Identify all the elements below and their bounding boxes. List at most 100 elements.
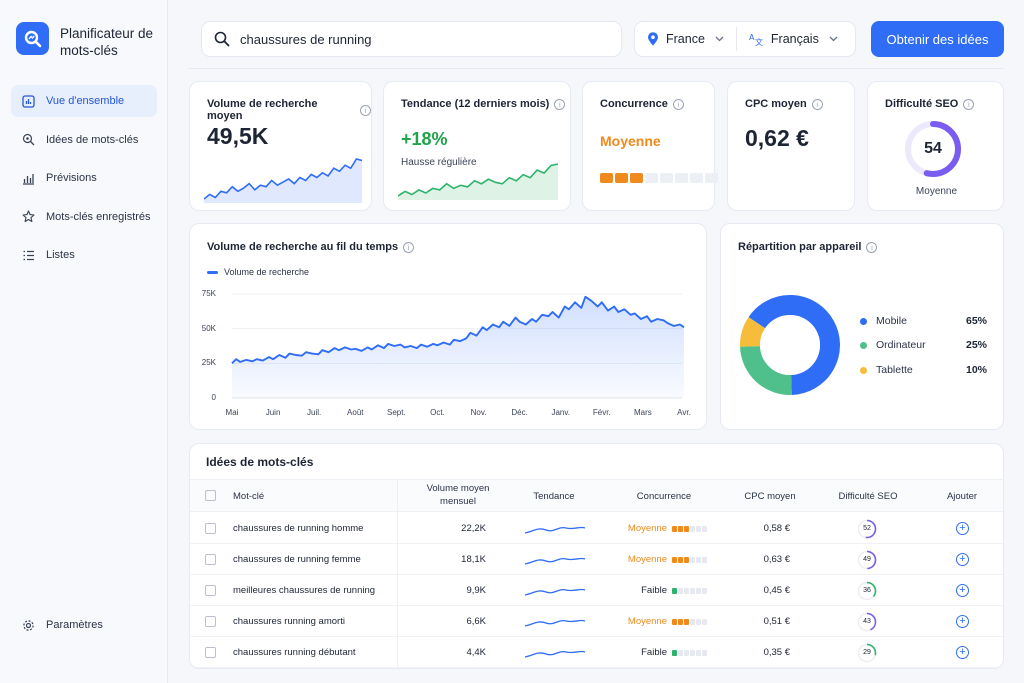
competition-segment [702,587,707,594]
competition-cell: Faible [641,647,667,658]
seo-value: 36 [863,587,871,594]
competition-segment [696,618,701,625]
add-keyword-button[interactable]: + [956,522,969,535]
select-all-checkbox[interactable] [205,490,216,501]
column-divider [397,479,398,668]
info-icon[interactable]: i [554,98,566,110]
sidebar-item-overview[interactable]: Vue d'ensemble [11,85,157,117]
header-seo[interactable]: Difficulté SEO [838,491,898,502]
keyword-ideas-table: Idées de mots-clés Mot-clé Volume moyen … [189,443,1004,669]
app-logo[interactable] [16,22,49,55]
list-icon [21,248,35,262]
seo-ring: 36 [857,581,877,601]
info-icon[interactable]: i [811,98,823,110]
header-trend[interactable]: Tendance [533,491,575,502]
row-checkbox[interactable] [205,585,216,596]
add-keyword-button[interactable]: + [956,584,969,597]
keyword-cell[interactable]: chaussures running débutant [233,647,356,658]
legend-dot-tablet [860,366,867,374]
kpi-trend-card: Tendance (12 derniers mois) i +18% Hausse… [383,81,571,211]
competition-segment [690,587,695,594]
volume-chart-legend: Volume de recherche [207,267,309,277]
row-checkbox[interactable] [205,616,216,627]
x-tick-label: Août [347,408,364,417]
trend-cell [524,606,586,637]
sidebar-item-saved-keywords[interactable]: Mots-clés enregistrés [11,201,157,233]
competition-segment [690,525,695,532]
row-checkbox[interactable] [205,523,216,534]
add-keyword-button[interactable]: + [956,553,969,566]
keyword-cell[interactable]: chaussures de running femme [233,554,361,565]
competition-segment [600,173,613,183]
country-select[interactable]: France [635,22,736,56]
competition-segment [684,556,689,563]
add-keyword-button[interactable]: + [956,615,969,628]
kpi-trend-title-row: Tendance (12 derniers mois) i [401,98,566,110]
sidebar-item-lists[interactable]: Listes [11,239,157,271]
seo-ring-gauge [857,550,877,569]
sidebar-item-forecasts[interactable]: Prévisions [11,162,157,194]
settings-link[interactable]: Paramètres [11,609,157,641]
volume-chart-title: Volume de recherche au fil du temps [207,241,399,253]
header-cpc[interactable]: CPC moyen [744,491,796,502]
donut-slice-desktop [740,345,792,395]
volume-line-chart [231,293,685,399]
table-row[interactable]: chaussures de running homme 22,2K Moyenn… [190,513,1003,544]
info-icon[interactable]: i [360,104,371,116]
x-tick-label: Juin [265,408,281,417]
info-icon[interactable]: i [403,241,415,253]
table-row[interactable]: chaussures running débutant 4,4K Faible … [190,637,1003,668]
header-competition[interactable]: Concurrence [636,491,692,502]
seo-ring: 43 [857,612,877,632]
kpi-volume-title: Volume de recherche moyen [207,98,318,122]
sidebar-item-label: Prévisions [46,172,97,185]
info-icon[interactable]: i [866,241,878,253]
legend-desktop: Ordinateur [860,339,926,351]
sidebar-item-settings[interactable]: Paramètres [11,609,157,648]
x-tick-label: Févr. [592,408,611,417]
seo-ring: 49 [857,550,877,570]
competition-cell: Moyenne [627,616,667,627]
y-tick-label: 25K [201,358,216,368]
x-tick-label: Mai [225,408,239,417]
header-add[interactable]: Ajouter [946,491,978,502]
header-keyword[interactable]: Mot-clé [233,491,265,502]
keyword-cell[interactable]: chaussures running amorti [233,616,345,627]
table-row[interactable]: chaussures running amorti 6,6K Moyenne 0… [190,606,1003,637]
add-keyword-button[interactable]: + [956,646,969,659]
volume-cell: 9,9K [466,585,486,596]
table-row[interactable]: meilleures chaussures de running 9,9K Fa… [190,575,1003,606]
cpc-cell: 0,63 € [763,554,790,565]
competition-segment [615,173,628,183]
legend-tablet-label: Tablette [876,364,913,376]
competition-meter [672,637,708,668]
get-ideas-button[interactable]: Obtenir des idées [871,21,1004,57]
competition-meter [672,606,708,637]
device-donut-chart [740,295,840,395]
competition-segment [690,618,695,625]
x-tick-label: Déc. [511,408,528,417]
sidebar-item-keyword-ideas[interactable]: Idées de mots-clés [11,124,157,156]
search-box[interactable] [201,21,622,57]
row-checkbox-cell [205,637,216,668]
header-volume[interactable]: Volume moyen mensuel [426,483,490,507]
competition-segment [672,587,677,594]
competition-segment [678,649,683,656]
keyword-cell[interactable]: meilleures chaussures de running [233,585,376,596]
row-checkbox[interactable] [205,554,216,565]
sidebar-item-label: Mots-clés enregistrés [46,210,151,223]
volume-area [232,296,684,398]
seo-cell: 52 [857,513,877,544]
info-icon[interactable]: i [963,98,975,110]
keyword-cell[interactable]: chaussures de running homme [233,523,364,534]
y-tick-label: 50K [201,323,216,333]
search-input[interactable] [240,31,600,47]
kpi-trend-note: Hausse régulière [401,157,477,168]
trend-cell [524,575,586,606]
table-row[interactable]: chaussures de running femme 18,1K Moyenn… [190,544,1003,575]
row-checkbox[interactable] [205,647,216,658]
legend-mobile: Mobile [860,315,907,327]
info-icon[interactable]: i [672,98,684,110]
seo-ring: 29 [857,643,877,663]
